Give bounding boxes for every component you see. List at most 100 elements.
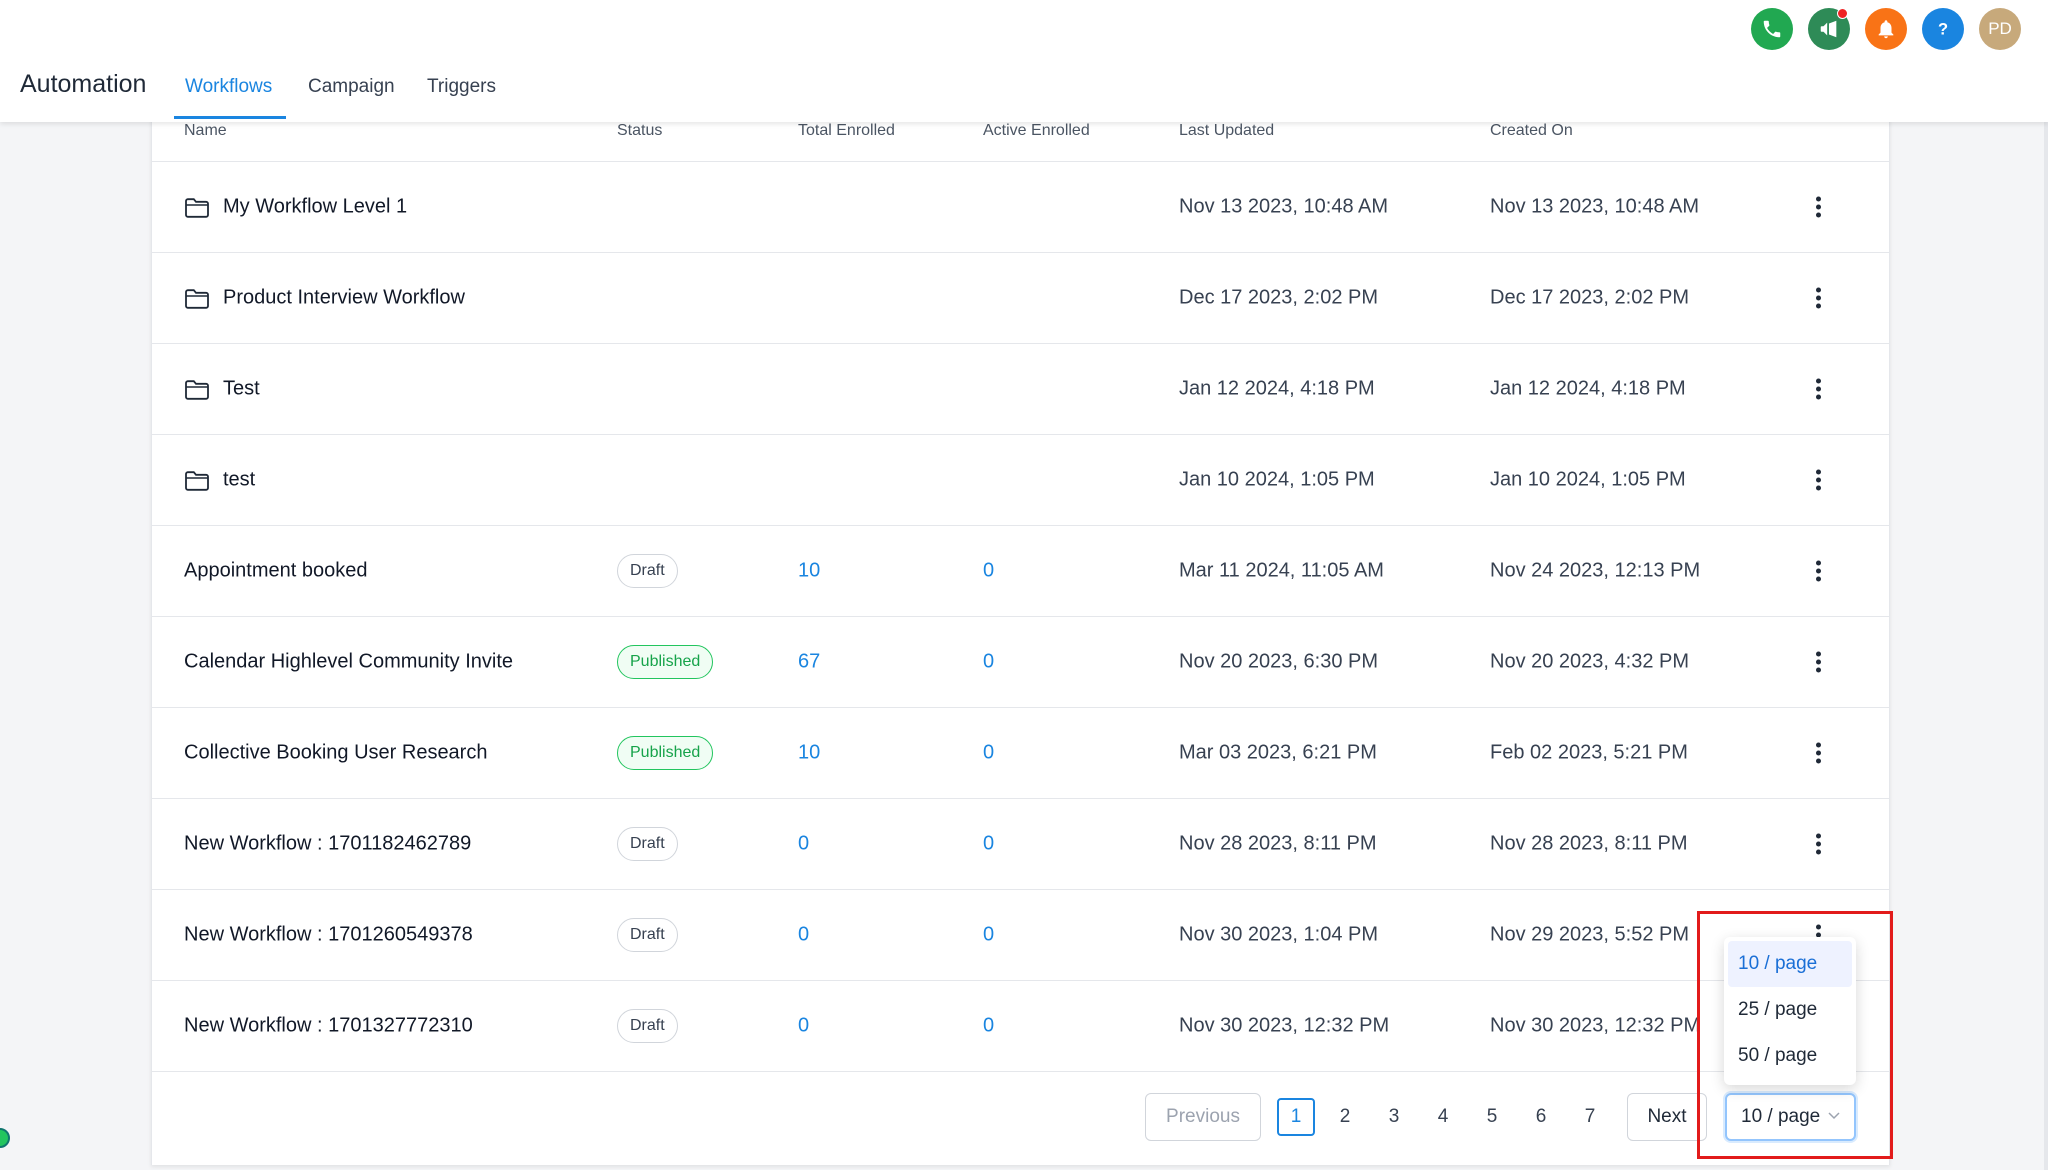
status-cell: Draft — [617, 554, 678, 588]
column-header-total-enrolled[interactable]: Total Enrolled — [798, 122, 895, 139]
column-header-created-on[interactable]: Created On — [1490, 122, 1573, 139]
page-button-7[interactable]: 7 — [1584, 1106, 1596, 1127]
row-name[interactable]: Product Interview Workflow — [184, 287, 465, 310]
created-on-value: Nov 20 2023, 4:32 PM — [1490, 650, 1690, 673]
active-enrolled-link[interactable]: 0 — [983, 923, 995, 946]
row-name[interactable]: New Workflow : 1701327772310 — [184, 1015, 473, 1038]
previous-page-button[interactable]: Previous — [1145, 1093, 1261, 1141]
table-row[interactable]: New Workflow : 1701260549378 Draft 0 0 Nov 3… — [151, 890, 1890, 981]
last-updated-value: Mar 11 2024, 11:05 AM — [1179, 559, 1384, 582]
created-on-value: Dec 17 2023, 2:02 PM — [1490, 286, 1690, 309]
column-header-last-updated[interactable]: Last Updated — [1179, 122, 1275, 139]
column-header-status[interactable]: Status — [617, 122, 663, 139]
help-icon[interactable]: ? — [1922, 8, 1964, 50]
page-size-option-50[interactable]: 50 / page — [1738, 1045, 1818, 1066]
page-button-1[interactable]: 1 — [1277, 1098, 1315, 1136]
row-name[interactable]: New Workflow : 1701260549378 — [184, 924, 473, 947]
svg-text:?: ? — [1938, 21, 1948, 39]
row-name-text: New Workflow : 1701327772310 — [184, 1014, 473, 1037]
last-updated-value: Nov 30 2023, 1:04 PM — [1179, 923, 1379, 946]
tab-campaign[interactable]: Campaign — [308, 76, 395, 97]
active-enrolled-link[interactable]: 0 — [983, 832, 995, 855]
more-options-icon[interactable] — [1816, 196, 1821, 218]
table-row[interactable]: Collective Booking User Research Publishe… — [151, 708, 1890, 799]
page-size-option-25[interactable]: 25 / page — [1738, 999, 1818, 1020]
active-enrolled-link[interactable]: 0 — [983, 741, 995, 764]
table-row[interactable]: Appointment booked Draft 10 0 Mar 11 2024, 1… — [151, 526, 1890, 617]
row-name[interactable]: test — [184, 469, 255, 492]
tab-triggers[interactable]: Triggers — [427, 76, 496, 97]
avatar[interactable]: PD — [1979, 8, 2021, 50]
row-name[interactable]: My Workflow Level 1 — [184, 196, 407, 219]
page-size-select[interactable]: 10 / page — [1725, 1093, 1856, 1141]
more-options-icon[interactable] — [1816, 651, 1821, 673]
total-enrolled-link[interactable]: 67 — [798, 650, 821, 673]
folder-icon — [184, 378, 210, 400]
total-enrolled-link[interactable]: 10 — [798, 559, 821, 582]
app-header: Automation Workflows Campaign Triggers ?… — [0, 0, 2048, 122]
page-button-3[interactable]: 3 — [1388, 1106, 1400, 1127]
last-updated-value: Nov 20 2023, 6:30 PM — [1179, 650, 1379, 673]
total-enrolled-link[interactable]: 0 — [798, 923, 810, 946]
tab-workflows[interactable]: Workflows — [185, 76, 273, 97]
status-cell: Draft — [617, 1009, 678, 1043]
page-button-5[interactable]: 5 — [1486, 1106, 1498, 1127]
total-enrolled-link[interactable]: 10 — [798, 741, 821, 764]
created-on-value: Nov 13 2023, 10:48 AM — [1490, 195, 1700, 218]
column-header-name[interactable]: Name — [184, 122, 227, 139]
folder-icon — [184, 469, 210, 491]
more-options-icon[interactable] — [1816, 469, 1821, 491]
row-name[interactable]: Collective Booking User Research — [184, 742, 487, 765]
row-name[interactable]: New Workflow : 1701182462789 — [184, 833, 471, 856]
status-badge: Draft — [617, 827, 678, 861]
row-name-text: Calendar Highlevel Community Invite — [184, 650, 514, 673]
active-enrolled-link[interactable]: 0 — [983, 1014, 995, 1037]
page-size-option-10[interactable]: 10 / page — [1728, 941, 1852, 987]
folder-row[interactable]: My Workflow Level 1 Nov 13 2023, 10:48 AM… — [151, 162, 1890, 253]
active-enrolled-link[interactable]: 0 — [983, 650, 995, 673]
page-size-value: 10 / page — [1741, 1106, 1821, 1127]
status-cell: Published — [617, 736, 714, 770]
more-options-icon[interactable] — [1816, 742, 1821, 764]
created-on-value: Nov 30 2023, 12:32 PM — [1490, 1014, 1701, 1037]
megaphone-icon[interactable] — [1808, 8, 1850, 50]
more-options-icon[interactable] — [1816, 378, 1821, 400]
last-updated-value: Dec 17 2023, 2:02 PM — [1179, 286, 1379, 309]
folder-icon — [184, 287, 210, 309]
row-name[interactable]: Appointment booked — [184, 560, 367, 583]
created-on-value: Nov 28 2023, 8:11 PM — [1490, 832, 1688, 855]
row-name[interactable]: Test — [184, 378, 260, 401]
created-on-value: Jan 10 2024, 1:05 PM — [1490, 468, 1686, 491]
active-enrolled-link[interactable]: 0 — [983, 559, 995, 582]
total-enrolled-link[interactable]: 0 — [798, 832, 810, 855]
chat-widget-icon[interactable] — [0, 1128, 10, 1148]
page-button-2[interactable]: 2 — [1339, 1106, 1351, 1127]
phone-icon[interactable] — [1751, 8, 1793, 50]
status-cell: Draft — [617, 918, 678, 952]
folder-icon — [184, 196, 210, 218]
more-options-icon[interactable] — [1816, 833, 1821, 855]
total-enrolled-link[interactable]: 0 — [798, 1014, 810, 1037]
more-options-icon[interactable] — [1816, 560, 1821, 582]
next-page-button[interactable]: Next — [1627, 1093, 1707, 1141]
last-updated-value: Jan 12 2024, 4:18 PM — [1179, 377, 1375, 400]
page-size-dropdown: 10 / page 25 / page 50 / page — [1724, 937, 1856, 1085]
table-row[interactable]: Calendar Highlevel Community Invite Publi… — [151, 617, 1890, 708]
row-name[interactable]: Calendar Highlevel Community Invite — [184, 651, 513, 674]
page-button-4[interactable]: 4 — [1437, 1106, 1449, 1127]
status-badge: Published — [617, 645, 714, 679]
folder-row[interactable]: test Jan 10 2024, 1:05 PM Jan 10 2024, 1:0… — [151, 435, 1890, 526]
folder-row[interactable]: Test Jan 12 2024, 4:18 PM Jan 12 2024, 4:1… — [151, 344, 1890, 435]
page-scrollbar[interactable] — [2044, 0, 2048, 1170]
last-updated-value: Jan 10 2024, 1:05 PM — [1179, 468, 1375, 491]
table-row[interactable]: New Workflow : 1701327772310 Draft 0 0 Nov 3… — [151, 981, 1890, 1072]
folder-row[interactable]: Product Interview Workflow Dec 17 2023, 2… — [151, 253, 1890, 344]
more-options-icon[interactable] — [1816, 287, 1821, 309]
bell-icon[interactable] — [1865, 8, 1907, 50]
row-name-text: Collective Booking User Research — [184, 741, 488, 764]
column-header-active-enrolled[interactable]: Active Enrolled — [983, 122, 1090, 139]
page-title: Automation — [20, 70, 147, 98]
created-on-value: Nov 29 2023, 5:52 PM — [1490, 923, 1690, 946]
page-button-6[interactable]: 6 — [1535, 1106, 1547, 1127]
table-row[interactable]: New Workflow : 1701182462789 Draft 0 0 Nov 2… — [151, 799, 1890, 890]
